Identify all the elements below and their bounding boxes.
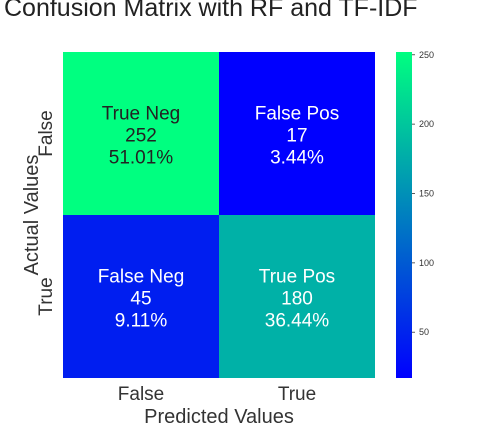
cell-label-0-0-0: True Neg — [102, 104, 181, 125]
chart-title: Confusion Matrix with RF and TF-IDF — [4, 0, 418, 22]
heatmap-cell-0-0 — [63, 52, 219, 215]
cell-label-0-0-1: 252 — [125, 126, 157, 147]
cell-label-1-0-1: 45 — [130, 289, 151, 310]
x-tick-labels: False True — [118, 384, 316, 405]
x-tick-label-0: False — [118, 384, 164, 405]
colorbar: 50 100 150 200 250 — [396, 50, 434, 378]
cell-label-0-1-2: 3.44% — [270, 148, 324, 169]
cell-label-0-1-1: 17 — [286, 126, 307, 147]
heatmap-cell-1-0 — [63, 215, 219, 378]
cell-label-0-0-2: 51.01% — [109, 148, 174, 169]
colorbar-tick-label-1: 100 — [419, 258, 434, 268]
x-tick-label-1: True — [278, 384, 316, 405]
colorbar-gradient — [396, 52, 412, 378]
cell-label-1-0-0: False Neg — [98, 267, 185, 288]
y-tick-label-1: True — [36, 277, 57, 315]
heatmap-cell-1-1 — [219, 215, 375, 378]
y-axis-title: Actual Values — [21, 155, 43, 276]
colorbar-tick-label-2: 150 — [419, 188, 434, 198]
cell-label-1-0-2: 9.11% — [115, 311, 168, 332]
heatmap-cell-0-1 — [219, 52, 375, 215]
cell-label-1-1-1: 180 — [281, 289, 313, 310]
cell-label-0-1-0: False Pos — [255, 104, 339, 125]
colorbar-tick-label-3: 200 — [419, 119, 434, 129]
x-axis-title: Predicted Values — [144, 406, 294, 428]
colorbar-tick-label-0: 50 — [419, 327, 429, 337]
cell-label-1-1-2: 36.44% — [265, 311, 330, 332]
y-tick-labels: False True — [36, 110, 57, 315]
colorbar-tick-label-4: 250 — [419, 50, 434, 60]
cell-label-1-1-0: True Pos — [259, 267, 335, 288]
y-tick-label-0: False — [36, 110, 57, 156]
